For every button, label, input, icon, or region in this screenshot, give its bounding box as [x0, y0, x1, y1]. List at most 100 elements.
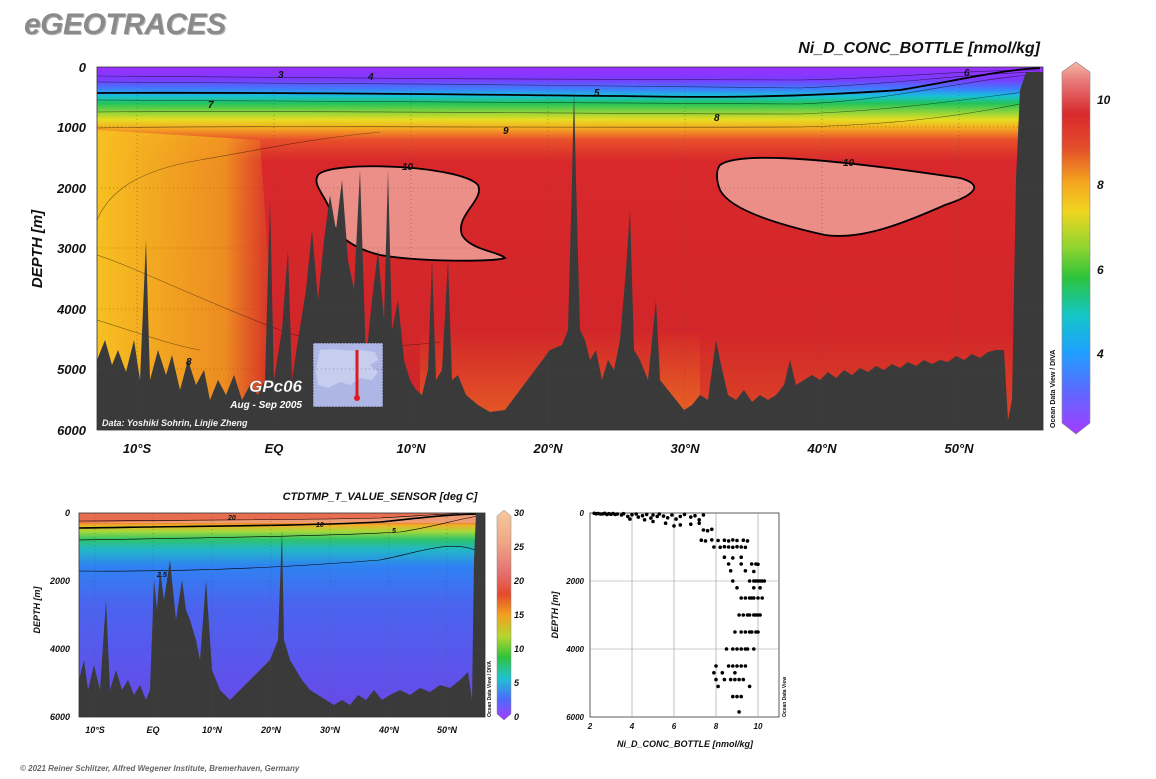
contour-label-8-west: 8 [186, 357, 192, 368]
profile-point-32 [697, 518, 701, 522]
cruise-map-inset [312, 342, 384, 408]
main-y-tick-4000: 4000 [56, 302, 87, 317]
profile-point-49 [722, 538, 727, 542]
temp-contour-label-20: 20 [227, 515, 236, 522]
main-chart-title: Ni_D_CONC_BOTTLE [nmol/kg] [798, 40, 1040, 57]
profile-point-23 [657, 512, 662, 516]
profile-point-58 [726, 545, 731, 549]
profile-point-71 [728, 569, 733, 573]
profile-point-90 [756, 596, 760, 600]
temp-cbar-tick-25: 25 [513, 542, 525, 552]
temp-cbar-tick-10: 10 [514, 644, 524, 654]
profile-point-85 [739, 596, 743, 600]
temp-x-tick-20n: 20°N [260, 725, 282, 735]
profile-point-28 [678, 514, 683, 519]
profile-point-86 [743, 596, 748, 600]
profile-point-64 [731, 556, 735, 560]
profile-point-128 [741, 677, 746, 682]
profile-point-44 [710, 527, 714, 532]
contour-label-8: 8 [714, 113, 720, 124]
main-colorbar-ticks: 10 8 6 4 [1096, 93, 1111, 361]
profile-point-108 [731, 647, 735, 651]
temp-y-tick-2000: 2000 [49, 576, 70, 586]
profile-point-116 [731, 664, 735, 668]
temp-x-tick-10n: 10°N [202, 725, 223, 735]
main-y-tick-3000: 3000 [57, 241, 87, 256]
cruise-label: GPc06 [249, 377, 302, 396]
profile-y-tick-2000: 2000 [565, 577, 584, 586]
profile-point-14 [626, 514, 630, 519]
profile-point-50 [726, 539, 731, 543]
profile-point-93 [741, 613, 746, 617]
main-y-tick-0: 0 [79, 60, 87, 75]
temp-colorbar [496, 509, 512, 721]
contour-label-3: 3 [278, 70, 284, 81]
profile-point-25 [665, 516, 670, 520]
profile-point-102 [743, 630, 748, 634]
profile-point-56 [718, 545, 722, 550]
contour-label-10-west: 10 [402, 162, 414, 173]
temp-x-tick-30n: 30°N [320, 725, 341, 735]
profile-x-tick-6: 6 [672, 722, 677, 731]
data-credit: Data: Yoshiki Sohrin, Linjie Zheng [102, 418, 248, 428]
temp-y-tick-6000: 6000 [50, 712, 70, 722]
contour-label-10-east: 10 [843, 158, 855, 169]
temp-y-axis-title: DEPTH [m] [32, 585, 42, 633]
profile-point-60 [735, 544, 739, 549]
profile-point-104 [749, 630, 754, 634]
profile-point-125 [728, 677, 733, 682]
ni-max-east [717, 157, 975, 236]
profile-point-24 [661, 514, 666, 518]
main-y-tick-5000: 5000 [57, 362, 87, 377]
profile-point-36 [678, 523, 683, 527]
profile-point-126 [733, 677, 737, 682]
profile-point-133 [739, 694, 743, 699]
temp-cbar-tick-5: 5 [514, 678, 520, 688]
profile-point-127 [737, 677, 741, 682]
profile-point-59 [731, 545, 735, 550]
main-y-tick-2000: 2000 [56, 181, 87, 196]
profile-point-29 [682, 512, 687, 517]
temp-y-tick-4000: 4000 [49, 644, 70, 654]
profile-point-48 [716, 538, 720, 543]
profile-point-100 [733, 630, 737, 634]
profile-point-74 [731, 579, 735, 583]
main-x-tick-50n: 50°N [944, 441, 974, 456]
profile-point-118 [739, 664, 743, 668]
main-x-tick-10s: 10°S [123, 441, 152, 456]
profile-points [592, 511, 767, 714]
main-cbar-tick-8: 8 [1097, 178, 1104, 192]
main-x-tick-20n: 20°N [532, 441, 563, 456]
profile-point-41 [628, 517, 632, 521]
profile-point-61 [739, 545, 743, 549]
profile-point-123 [714, 677, 718, 682]
profile-point-63 [722, 555, 727, 559]
temp-x-ticks: 10°S EQ 10°N 20°N 30°N 40°N 50°N [85, 725, 457, 735]
profile-point-89 [752, 596, 756, 600]
profile-y-ticks: 0 2000 4000 6000 [565, 509, 584, 722]
profile-point-112 [745, 647, 750, 651]
profile-point-95 [747, 613, 752, 617]
profile-point-120 [712, 671, 716, 675]
temp-x-tick-50n: 50°N [437, 725, 458, 735]
profile-point-16 [634, 512, 638, 516]
temp-y-tick-0: 0 [65, 508, 70, 518]
main-x-tick-eq: EQ [265, 441, 284, 456]
profile-x-tick-10: 10 [754, 722, 763, 731]
profile-point-68 [749, 562, 754, 566]
main-y-tick-6000: 6000 [57, 423, 87, 438]
temp-y-ticks: 0 2000 4000 6000 [49, 508, 70, 722]
profile-point-131 [731, 694, 735, 699]
profile-point-99 [758, 613, 762, 617]
profile-point-13 [621, 511, 626, 516]
temp-bathymetry [79, 513, 485, 717]
profile-point-115 [726, 664, 731, 668]
main-frame [96, 66, 1044, 431]
profile-point-11 [615, 512, 620, 516]
profile-point-119 [743, 664, 748, 668]
temp-cbar-tick-0: 0 [514, 712, 519, 722]
brand-logo: eGEOTRACES [24, 8, 226, 41]
temp-contours [79, 513, 485, 572]
profile-point-73 [752, 569, 756, 574]
profile-point-106 [756, 630, 760, 634]
